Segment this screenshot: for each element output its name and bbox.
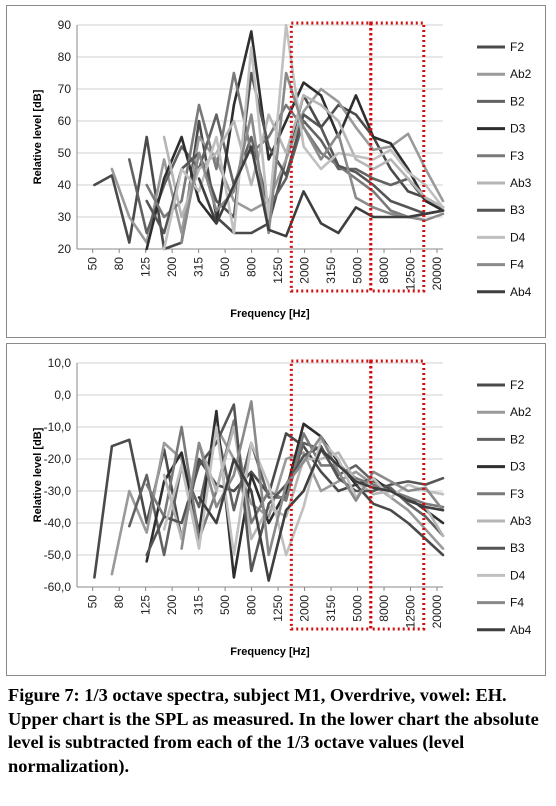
figure-caption: Figure 7: 1/3 octave spectra, subject M1… (8, 685, 539, 776)
x-tick-label: 800 (245, 257, 259, 277)
legend-label-b2: B2 (510, 432, 525, 446)
lower-chart: -60,0 -50,0 -40,0 -30,0 -20,0 -10,0 0,0 10,0 50 8… (32, 356, 532, 658)
legend-label-f4: F4 (510, 596, 524, 610)
series-line-ab4 (197, 145, 445, 238)
x-tick-label: 80 (112, 257, 126, 271)
legend-label-ab3: Ab3 (510, 176, 532, 190)
y-tick-label: 40 (58, 178, 72, 192)
series-line-b3 (145, 71, 445, 235)
x-tick-label: 125 (139, 595, 153, 615)
x-tick-label: 20000 (430, 595, 444, 629)
highlight-box (369, 21, 426, 293)
upper-chart: 20 30 40 50 60 70 80 90 50 80 125 200 315 500 800 1250 2… (32, 18, 532, 320)
y-tick-label: 90 (58, 18, 72, 32)
x-axis-label: Frequency [Hz] (230, 646, 310, 658)
legend-label-f2: F2 (510, 40, 524, 54)
y-tick-label: 80 (58, 50, 72, 64)
lower-chart-panel: -60,0 -50,0 -40,0 -30,0 -20,0 -10,0 0,0 10,0 50 8… (6, 343, 546, 676)
y-tick-label: 50 (58, 146, 72, 160)
legend-label-f4: F4 (510, 258, 524, 272)
legend-label-d4: D4 (510, 568, 526, 582)
y-tick-label: 30 (58, 210, 72, 224)
x-tick-label: 200 (165, 257, 179, 277)
x-tick-label: 2000 (298, 257, 312, 284)
x-tick-label: 500 (218, 257, 232, 277)
series-line-f3 (145, 71, 445, 219)
x-tick-label: 8000 (377, 257, 391, 284)
highlight-box (289, 359, 373, 631)
y-tick-label: -30,0 (44, 484, 72, 498)
legend-label-ab3: Ab3 (510, 514, 532, 528)
legend-label-f3: F3 (510, 149, 524, 163)
legend-label-b2: B2 (510, 94, 525, 108)
x-tick-label: 50 (86, 257, 100, 271)
upper-chart-panel: 20 30 40 50 60 70 80 90 50 80 125 200 315 500 800 1250 2… (6, 5, 546, 338)
legend-label-f3: F3 (510, 487, 524, 501)
legend-label-ab4: Ab4 (510, 623, 532, 637)
x-tick-label: 5000 (351, 595, 365, 622)
series-line-ab4 (197, 448, 445, 582)
x-tick-label: 12500 (404, 595, 418, 629)
x-tick-label: 1250 (271, 595, 285, 622)
x-tick-label: 1250 (271, 257, 285, 284)
y-tick-label: 20 (58, 242, 72, 256)
legend-label-d4: D4 (510, 230, 526, 244)
series-line-f4 (180, 71, 445, 244)
x-tick-label: 20000 (430, 257, 444, 291)
x-tick-label: 315 (192, 595, 206, 615)
legend-label-ab2: Ab2 (510, 67, 532, 81)
x-tick-label: 2000 (298, 595, 312, 622)
x-tick-label: 315 (192, 257, 206, 277)
x-tick-label: 12500 (404, 257, 418, 291)
y-tick-label: -60,0 (44, 580, 72, 594)
y-tick-label: -10,0 (44, 420, 72, 434)
x-tick-label: 3150 (324, 595, 338, 622)
series-line-b2 (128, 113, 445, 235)
x-axis-label: Frequency [Hz] (230, 308, 310, 320)
y-tick-label: 70 (58, 82, 72, 96)
series-line-d4 (162, 23, 445, 251)
y-tick-label: -50,0 (44, 548, 72, 562)
y-tick-label: 10,0 (48, 356, 72, 370)
y-tick-label: 0,0 (54, 388, 71, 402)
legend-label-f2: F2 (510, 378, 524, 392)
y-tick-label: -40,0 (44, 516, 72, 530)
x-tick-label: 200 (165, 595, 179, 615)
legend-label-b3: B3 (510, 203, 525, 217)
legend-label-d3: D3 (510, 122, 526, 136)
legend-label-b3: B3 (510, 541, 525, 555)
highlight-box (289, 21, 373, 293)
series-line-ab2 (110, 425, 445, 576)
x-tick-label: 80 (112, 595, 126, 609)
legend-label-ab2: Ab2 (510, 405, 532, 419)
x-tick-label: 3150 (324, 257, 338, 284)
x-tick-label: 125 (139, 257, 153, 277)
highlight-box (369, 359, 426, 631)
legend-label-ab4: Ab4 (510, 285, 532, 299)
y-tick-label: -20,0 (44, 452, 72, 466)
y-tick-label: 60 (58, 114, 72, 128)
x-tick-label: 50 (86, 595, 100, 609)
x-tick-label: 800 (245, 595, 259, 615)
y-axis-label: Relative level [dB] (32, 89, 44, 184)
x-tick-label: 5000 (351, 257, 365, 284)
legend-label-d3: D3 (510, 460, 526, 474)
y-axis-label: Relative level [dB] (32, 427, 44, 522)
x-tick-label: 8000 (377, 595, 391, 622)
x-tick-label: 500 (218, 595, 232, 615)
